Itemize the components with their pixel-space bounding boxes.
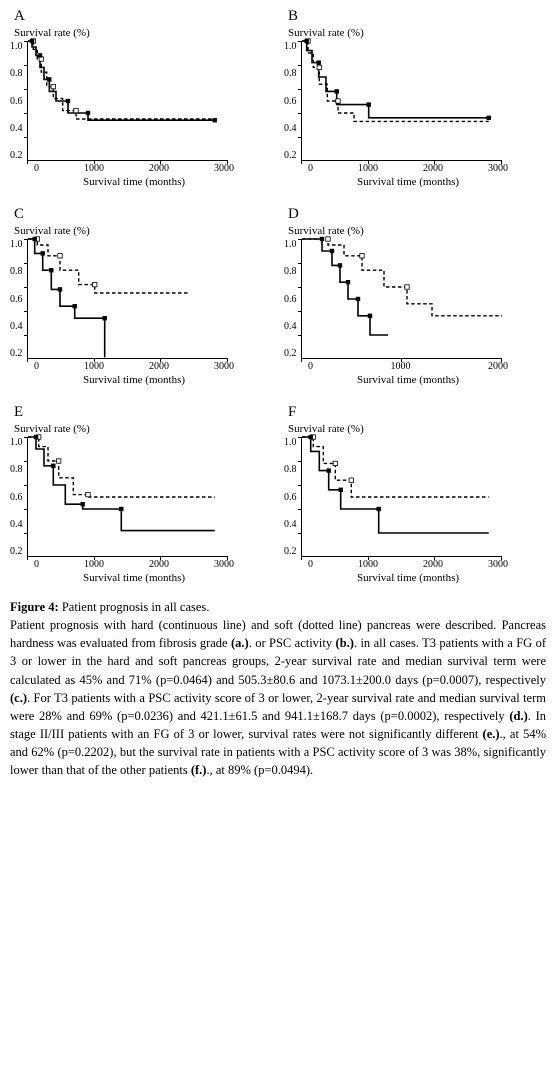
y-axis-label: Survival rate (%)	[10, 27, 272, 39]
survival-plot-B	[301, 41, 501, 161]
panel-B: B Survival rate (%) 1.00.80.60.40.2 0100…	[284, 8, 546, 188]
survival-plot-D	[301, 239, 501, 359]
caption-body: Patient prognosis with hard (continuous …	[10, 618, 546, 777]
y-axis-label: Survival rate (%)	[284, 27, 546, 39]
y-axis-label: Survival rate (%)	[284, 225, 546, 237]
panel-label-F: F	[284, 404, 546, 421]
panel-F: F Survival rate (%) 1.00.80.60.40.2 0100…	[284, 404, 546, 584]
chart-grid: A Survival rate (%) 1.00.80.60.40.2 0100…	[10, 8, 546, 584]
x-axis-label: Survival time (months)	[308, 176, 508, 188]
survival-plot-E	[27, 437, 227, 557]
x-axis-label: Survival time (months)	[34, 374, 234, 386]
panel-label-A: A	[10, 8, 272, 25]
panel-label-D: D	[284, 206, 546, 223]
y-tick-labels: 1.00.80.60.40.2	[284, 41, 301, 161]
y-axis-label: Survival rate (%)	[10, 225, 272, 237]
x-axis-label: Survival time (months)	[308, 572, 508, 584]
y-tick-labels: 1.00.80.60.40.2	[10, 437, 27, 557]
y-tick-labels: 1.00.80.60.40.2	[284, 239, 301, 359]
y-tick-labels: 1.00.80.60.40.2	[10, 239, 27, 359]
survival-plot-F	[301, 437, 501, 557]
panel-label-C: C	[10, 206, 272, 223]
y-axis-label: Survival rate (%)	[284, 423, 546, 435]
y-tick-labels: 1.00.80.60.40.2	[284, 437, 301, 557]
figure-caption: Figure 4: Patient prognosis in all cases…	[10, 598, 546, 779]
x-axis-label: Survival time (months)	[308, 374, 508, 386]
panel-D: D Survival rate (%) 1.00.80.60.40.2 0100…	[284, 206, 546, 386]
y-axis-label: Survival rate (%)	[10, 423, 272, 435]
y-tick-labels: 1.00.80.60.40.2	[10, 41, 27, 161]
x-axis-label: Survival time (months)	[34, 572, 234, 584]
panel-A: A Survival rate (%) 1.00.80.60.40.2 0100…	[10, 8, 272, 188]
panel-C: C Survival rate (%) 1.00.80.60.40.2 0100…	[10, 206, 272, 386]
figure-label: Figure 4:	[10, 600, 59, 614]
caption-title: Patient prognosis in all cases.	[62, 600, 210, 614]
x-tick-labels: 010002000	[308, 361, 508, 372]
panel-label-E: E	[10, 404, 272, 421]
x-tick-labels: 0100020003000	[34, 163, 234, 174]
survival-plot-C	[27, 239, 227, 359]
panel-E: E Survival rate (%) 1.00.80.60.40.2 0100…	[10, 404, 272, 584]
x-tick-labels: 0100020003000	[34, 559, 234, 570]
x-tick-labels: 0100020003000	[308, 559, 508, 570]
x-axis-label: Survival time (months)	[34, 176, 234, 188]
panel-label-B: B	[284, 8, 546, 25]
x-tick-labels: 0100020003000	[308, 163, 508, 174]
x-tick-labels: 0100020003000	[34, 361, 234, 372]
survival-plot-A	[27, 41, 227, 161]
